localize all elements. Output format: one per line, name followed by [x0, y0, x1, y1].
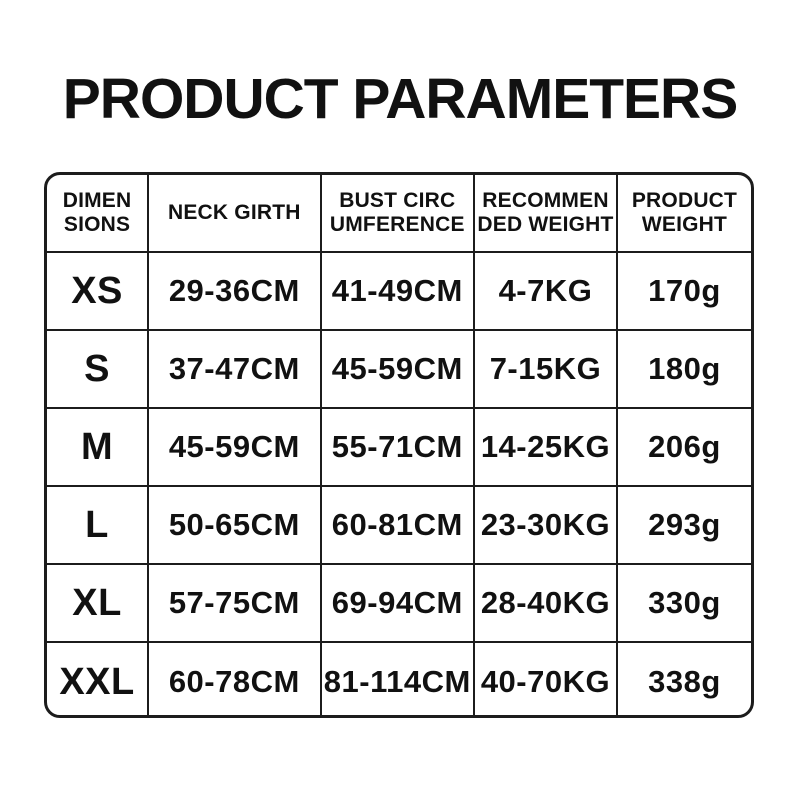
neck-girth-value: 60-78CM	[149, 643, 322, 715]
bust-circumference-value: 69-94CM	[321, 565, 476, 643]
recommended-weight-value: 40-70KG	[475, 643, 618, 715]
page-title: PRODUCT PARAMETERS	[62, 67, 738, 131]
size-label: S	[47, 331, 150, 409]
product-weight-value: 338g	[648, 664, 721, 699]
table-row-s: S 37-47CM 45-59CM 7-15KG 180g	[47, 331, 751, 409]
neck-girth-value: 50-65CM	[149, 487, 322, 565]
product-weight-value: 293g	[617, 487, 751, 565]
bust-circumference-value: 41-49CM	[321, 253, 476, 331]
neck-girth-value: 57-75CM	[149, 565, 322, 643]
product-weight-value: 330g	[617, 565, 751, 643]
col-header-recommended-weight: RECOMMEN DED WEIGHT	[475, 175, 618, 253]
bust-circumference-value: 45-59CM	[321, 331, 476, 409]
recommended-weight-value: 14-25KG	[475, 409, 618, 487]
neck-girth-value: 37-47CM	[149, 331, 322, 409]
col-header-bust-circumference: BUST CIRC UMFERENCE	[321, 175, 476, 253]
product-weight-value: 206g	[617, 409, 751, 487]
neck-girth-value: 29-36CM	[149, 253, 322, 331]
size-label: M	[47, 409, 150, 487]
col-header-dimensions: DIMEN SIONS	[47, 175, 150, 253]
bust-circumference-value: 81-114CM	[322, 643, 476, 715]
recommended-weight-value: 23-30KG	[475, 487, 618, 565]
size-label: L	[47, 487, 150, 565]
col-header-neck-girth: NECK GIRTH	[149, 175, 322, 253]
table-row-xxl: XXL 60-78CM 81-114CM 40-70KG 338g	[47, 643, 751, 715]
recommended-weight-value: 28-40KG	[475, 565, 618, 643]
bust-circumference-value: 60-81CM	[321, 487, 476, 565]
sizing-table-container: DIMEN SIONS NECK GIRTH BUST CIRC UMFEREN…	[44, 172, 754, 718]
neck-girth-value: 45-59CM	[149, 409, 322, 487]
size-label: XXL	[47, 643, 150, 715]
product-weight-value: 180g	[617, 331, 751, 409]
bust-circumference-value: 55-71CM	[321, 409, 476, 487]
recommended-weight-value: 7-15KG	[475, 331, 618, 409]
table-row-l: L 50-65CM 60-81CM 23-30KG 293g	[47, 487, 751, 565]
size-label: XS	[47, 253, 150, 331]
product-parameters-table: DIMEN SIONS NECK GIRTH BUST CIRC UMFEREN…	[47, 175, 751, 715]
table-row-xs: XS 29-36CM 41-49CM 4-7KG 170g	[47, 253, 751, 331]
table-row-m: M 45-59CM 55-71CM 14-25KG 206g	[47, 409, 751, 487]
product-weight-value: 170g	[617, 253, 751, 331]
recommended-weight-value: 4-7KG	[475, 253, 618, 331]
col-header-product-weight: PRODUCT WEIGHT	[617, 175, 751, 253]
table-row-xl: XL 57-75CM 69-94CM 28-40KG 330g	[47, 565, 751, 643]
size-label: XL	[47, 565, 150, 643]
header-row: DIMEN SIONS NECK GIRTH BUST CIRC UMFEREN…	[47, 175, 751, 253]
